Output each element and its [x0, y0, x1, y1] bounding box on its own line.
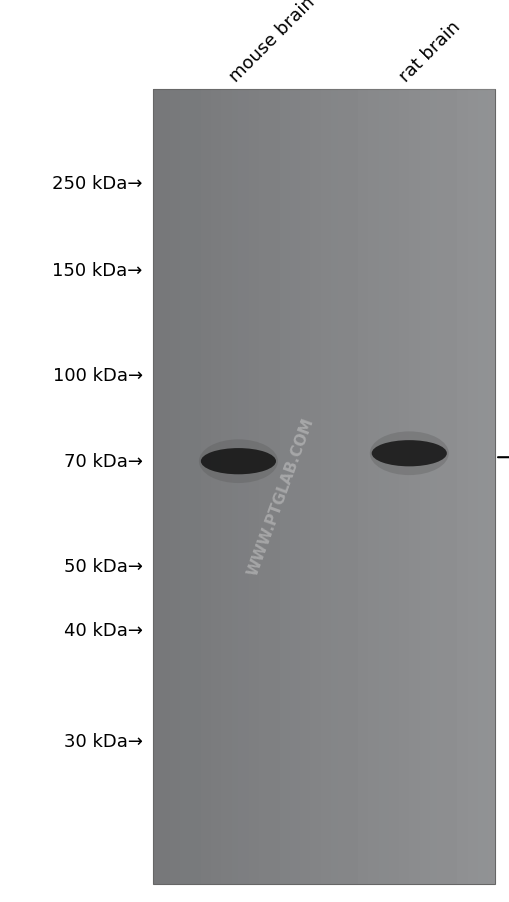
Ellipse shape	[199, 440, 277, 483]
Text: 150 kDa→: 150 kDa→	[52, 262, 143, 281]
Text: 70 kDa→: 70 kDa→	[64, 453, 143, 471]
Ellipse shape	[201, 448, 275, 474]
Text: 50 kDa→: 50 kDa→	[64, 557, 143, 575]
Ellipse shape	[369, 432, 448, 475]
Ellipse shape	[371, 441, 446, 467]
Text: WWW.PTGLAB.COM: WWW.PTGLAB.COM	[244, 415, 316, 577]
Text: mouse brain: mouse brain	[225, 0, 318, 86]
Text: 40 kDa→: 40 kDa→	[64, 621, 143, 639]
Text: 30 kDa→: 30 kDa→	[64, 732, 143, 750]
Text: rat brain: rat brain	[396, 18, 464, 86]
Text: 100 kDa→: 100 kDa→	[52, 367, 143, 385]
Text: 250 kDa→: 250 kDa→	[52, 175, 143, 193]
Bar	[153, 90, 494, 884]
